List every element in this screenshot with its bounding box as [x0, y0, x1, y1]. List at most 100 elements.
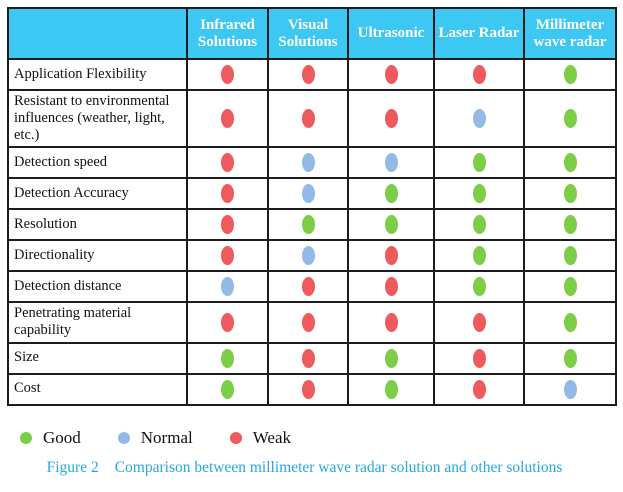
rating-cell [347, 146, 435, 180]
figure-caption: Figure 2 Comparison between millimeter wa… [7, 459, 602, 477]
figure-container: Infrared Solutions Visual Solutions Ultras… [7, 7, 617, 477]
rating-cell [347, 270, 435, 304]
rating-cell [267, 88, 349, 149]
status-dot-weak [221, 312, 234, 332]
status-dot-weak [384, 109, 398, 129]
header-cell: Laser Radar [433, 7, 525, 60]
status-dot-weak [301, 379, 315, 399]
rating-cell [186, 208, 269, 242]
table-row: Detection Accuracy [7, 177, 617, 211]
status-dot-good [384, 379, 398, 399]
rating-cell [186, 270, 269, 304]
rating-cell [186, 88, 269, 149]
status-dot-good [301, 215, 315, 235]
status-dot-good [384, 215, 398, 235]
status-dot-normal [221, 277, 234, 297]
rating-cell [433, 270, 525, 304]
rating-cell [347, 301, 435, 344]
rating-cell [523, 301, 617, 344]
rating-cell [267, 270, 349, 304]
status-dot-good [384, 348, 398, 368]
rating-cell [347, 239, 435, 273]
status-dot-good [563, 312, 577, 332]
status-dot-normal [301, 153, 315, 173]
row-label: Directionality [7, 239, 188, 273]
rating-cell [523, 239, 617, 273]
rating-cell [186, 301, 269, 344]
status-dot-good [472, 215, 486, 235]
row-label: Detection Accuracy [7, 177, 188, 211]
rating-cell [186, 146, 269, 180]
rating-cell [267, 146, 349, 180]
rating-cell [186, 341, 269, 375]
caption-text: Comparison between millimeter wave radar… [114, 458, 563, 476]
row-label: Penetrating material capability [7, 301, 188, 344]
row-label: Resistant to environmental influences (w… [7, 88, 188, 149]
status-dot-good [563, 65, 577, 84]
table-row: Cost [7, 372, 617, 406]
status-dot-normal [384, 153, 398, 173]
status-dot-weak [301, 65, 315, 84]
legend-label: Good [43, 427, 81, 447]
legend-item-normal: Normal [117, 428, 193, 448]
status-dot-weak [221, 246, 234, 266]
row-label: Size [7, 341, 188, 375]
rating-cell [523, 88, 617, 149]
rating-cell [433, 239, 525, 273]
table-row: Detection distance [7, 270, 617, 304]
status-dot-good [384, 184, 398, 204]
status-dot-weak [221, 153, 234, 173]
status-dot-normal [563, 379, 577, 399]
status-dot-good [472, 184, 486, 204]
status-dot-weak [301, 312, 315, 332]
rating-cell [267, 301, 349, 344]
rating-cell [523, 208, 617, 242]
header-cell: Visual Solutions [267, 7, 349, 60]
header-cell-empty [7, 7, 188, 60]
status-dot-weak [221, 215, 234, 235]
status-dot-weak [472, 379, 486, 399]
status-dot-normal [301, 246, 315, 266]
header-cell: Ultrasonic [347, 7, 435, 60]
table-row: Penetrating material capability [7, 301, 617, 344]
rating-cell [433, 301, 525, 344]
rating-cell [347, 372, 435, 406]
caption-figure-number: Figure 2 [46, 458, 99, 476]
row-label: Resolution [7, 208, 188, 242]
status-dot-weak [472, 65, 486, 84]
rating-cell [186, 239, 269, 273]
status-dot-good [563, 153, 577, 173]
legend-dot-normal [117, 431, 130, 444]
table-header-row: Infrared Solutions Visual Solutions Ultras… [7, 7, 617, 60]
rating-cell [186, 372, 269, 406]
status-dot-weak [384, 65, 398, 84]
rating-cell [267, 239, 349, 273]
table-row: Resolution [7, 208, 617, 242]
rating-cell [433, 208, 525, 242]
status-dot-weak [301, 109, 315, 129]
rating-cell [267, 341, 349, 375]
status-dot-good [472, 246, 486, 266]
rating-cell [347, 208, 435, 242]
rating-cell [267, 58, 349, 91]
status-dot-good [563, 215, 577, 235]
rating-cell [523, 177, 617, 211]
rating-cell [347, 58, 435, 91]
status-dot-good [563, 109, 577, 129]
rating-cell [523, 341, 617, 375]
legend-dot-weak [229, 431, 242, 444]
rating-cell [347, 88, 435, 149]
row-label: Cost [7, 372, 188, 406]
table-row: Resistant to environmental influences (w… [7, 88, 617, 149]
status-dot-weak [472, 312, 486, 332]
status-dot-good [221, 379, 234, 399]
status-dot-good [472, 153, 486, 173]
rating-cell [523, 270, 617, 304]
status-dot-good [563, 246, 577, 266]
status-dot-good [563, 277, 577, 297]
header-cell: Millimeter wave radar [523, 7, 617, 60]
rating-cell [433, 146, 525, 180]
status-dot-weak [301, 277, 315, 297]
table-row: Application Flexibility [7, 58, 617, 91]
